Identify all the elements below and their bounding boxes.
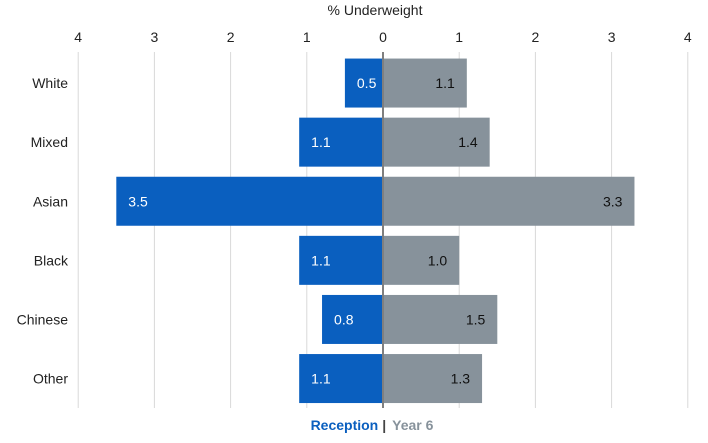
category-label-asian: Asian — [33, 193, 68, 209]
gridlines — [77, 52, 689, 408]
data-label-reception-chinese: 0.8 — [334, 311, 354, 327]
bar-year-6-other — [383, 354, 483, 404]
category-label-chinese: Chinese — [17, 311, 69, 327]
category-label-white: White — [32, 75, 68, 91]
legend-separator: | — [382, 417, 386, 433]
category-label-mixed: Mixed — [31, 134, 68, 150]
x-tick-label: 1 — [303, 29, 311, 45]
x-tick-labels: 4 3 2 1 0 1 2 3 4 — [74, 29, 692, 45]
bar-year-6-asian — [383, 176, 635, 226]
x-tick-label: 4 — [684, 29, 692, 45]
data-label-year-6-chinese: 1.5 — [466, 311, 486, 327]
data-label-reception-white: 0.5 — [357, 75, 377, 91]
x-tick-label: 2 — [227, 29, 235, 45]
bar-year-6-mixed — [383, 117, 490, 167]
svg-text:Reception|Year 6: Reception | Year 6 — [311, 417, 434, 433]
x-tick-label: 1 — [455, 29, 463, 45]
x-tick-label: 2 — [532, 29, 540, 45]
bar-reception-chinese — [322, 294, 383, 344]
data-label-reception-asian: 3.5 — [128, 193, 148, 209]
x-tick-label: 0 — [379, 29, 387, 45]
bars: 0.5 1.1 1.1 1.4 3.5 3.3 1.1 1.0 0.8 1.5 1.1 1.3 — [116, 58, 635, 404]
x-tick-label: 4 — [74, 29, 82, 45]
bar-reception-mixed — [299, 117, 383, 167]
data-label-year-6-black: 1.0 — [428, 252, 448, 268]
legend: Reception | Year 6 — [311, 417, 434, 433]
data-label-reception-mixed: 1.1 — [311, 134, 331, 150]
chart-title: % Underweight — [328, 2, 423, 18]
data-label-reception-black: 1.1 — [311, 252, 331, 268]
bar-year-6-chinese — [383, 294, 498, 344]
legend-item-year-6: Year 6 — [392, 417, 433, 433]
category-labels: White Mixed Asian Black Chinese Other — [17, 75, 69, 387]
data-label-year-6-white: 1.1 — [435, 75, 455, 91]
category-label-other: Other — [33, 371, 68, 387]
bar-reception-black — [299, 235, 383, 285]
bar-reception-other — [299, 354, 383, 404]
data-label-year-6-asian: 3.3 — [603, 193, 623, 209]
legend-item-reception: Reception — [311, 417, 379, 433]
bar-reception-asian — [116, 176, 384, 226]
data-label-year-6-other: 1.3 — [451, 371, 471, 387]
x-tick-label: 3 — [151, 29, 159, 45]
bar-reception-white — [344, 58, 383, 108]
data-label-year-6-mixed: 1.4 — [458, 134, 478, 150]
category-label-black: Black — [34, 252, 69, 268]
bar-year-6-black — [383, 235, 460, 285]
x-tick-label: 3 — [608, 29, 616, 45]
bar-year-6-white — [383, 58, 467, 108]
data-label-reception-other: 1.1 — [311, 371, 331, 387]
